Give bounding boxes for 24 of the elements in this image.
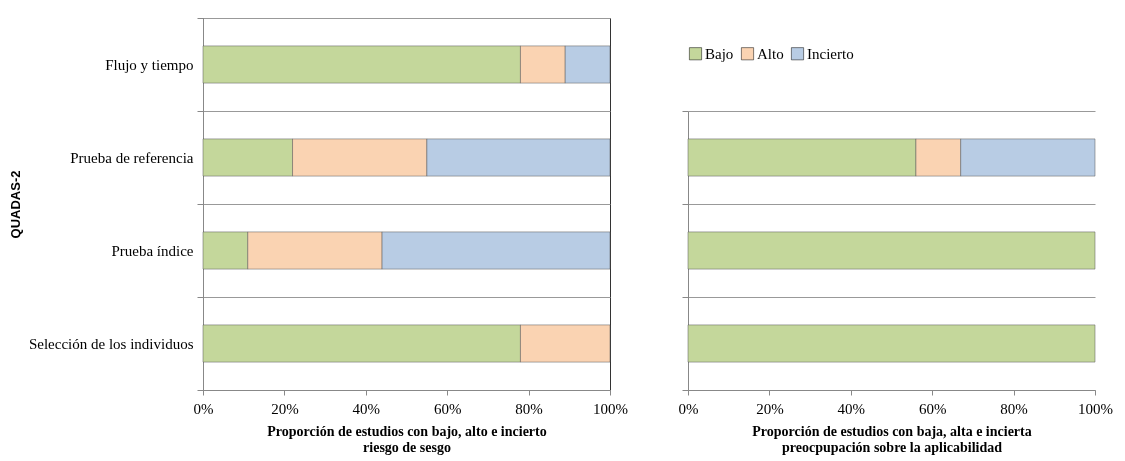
x-tick-label: 20% — [756, 400, 784, 417]
y-axis-title: QUADAS-2 — [7, 170, 23, 239]
x-tick-label: 40% — [837, 400, 866, 417]
y-tick-label: Prueba de referencia — [70, 150, 194, 166]
y-tick-label: Flujo y tiempo — [105, 57, 194, 73]
x-tick-label: 20% — [271, 400, 299, 417]
x-tick-label: 0% — [678, 400, 699, 417]
x-axis-title: Proporción de estudios con bajo, alto e incierto riesgo de sesgo — [267, 423, 547, 455]
x-tick-label: 0% — [193, 400, 214, 417]
x-axis-title: Proporción de estudios con baja, alta e incierta preocpupación sobre la aplicabilidad — [752, 423, 1032, 455]
bar — [687, 231, 1096, 270]
x-tick-label: 100% — [593, 400, 628, 417]
y-tick-label: Prueba índice — [111, 243, 194, 259]
x-tick-label: 40% — [352, 400, 381, 417]
legend-label: Bajo — [705, 45, 734, 62]
y-tick-label: Selección de los individuos — [28, 336, 194, 352]
x-tick-label: 80% — [515, 400, 543, 417]
x-tick-label: 60% — [918, 400, 947, 417]
x-tick-label: 60% — [433, 400, 462, 417]
x-tick-label: 80% — [1000, 400, 1028, 417]
legend-label: Alto — [757, 45, 784, 62]
legend-label: Incierto — [807, 45, 854, 62]
x-tick-label: 100% — [1078, 400, 1113, 417]
bar — [687, 324, 1096, 363]
